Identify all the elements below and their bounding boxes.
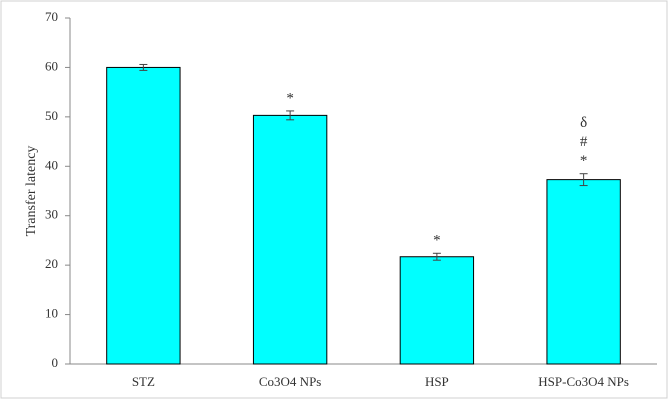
y-axis-label: Transfer latency <box>24 146 39 237</box>
x-tick-label: HSP-Co3O4 NPs <box>538 374 629 389</box>
significance-mark: * <box>580 153 588 169</box>
x-tick-label: STZ <box>132 374 155 389</box>
error-bar <box>579 173 588 187</box>
x-tick-label: Co3O4 NPs <box>259 374 322 389</box>
bar <box>106 66 181 365</box>
error-bar <box>432 252 441 261</box>
error-bar <box>139 63 148 71</box>
y-tick-label: 20 <box>45 256 58 271</box>
bar <box>399 256 475 365</box>
x-tick-label: HSP <box>425 374 449 389</box>
y-tick-label: 60 <box>45 58 58 73</box>
y-tick-label: 70 <box>45 9 58 24</box>
y-tick-label: 30 <box>45 207 58 222</box>
significance-mark: * <box>433 233 441 249</box>
y-tick-label: 50 <box>45 108 58 123</box>
y-tick-label: 10 <box>45 306 58 321</box>
significance-mark: # <box>580 134 588 150</box>
y-tick-label: 40 <box>45 157 58 172</box>
bar <box>546 179 621 365</box>
bar <box>252 114 328 365</box>
significance-mark: * <box>286 90 294 106</box>
significance-mark: δ <box>580 115 587 131</box>
y-tick-label: 0 <box>52 355 59 370</box>
error-bar <box>286 110 295 121</box>
